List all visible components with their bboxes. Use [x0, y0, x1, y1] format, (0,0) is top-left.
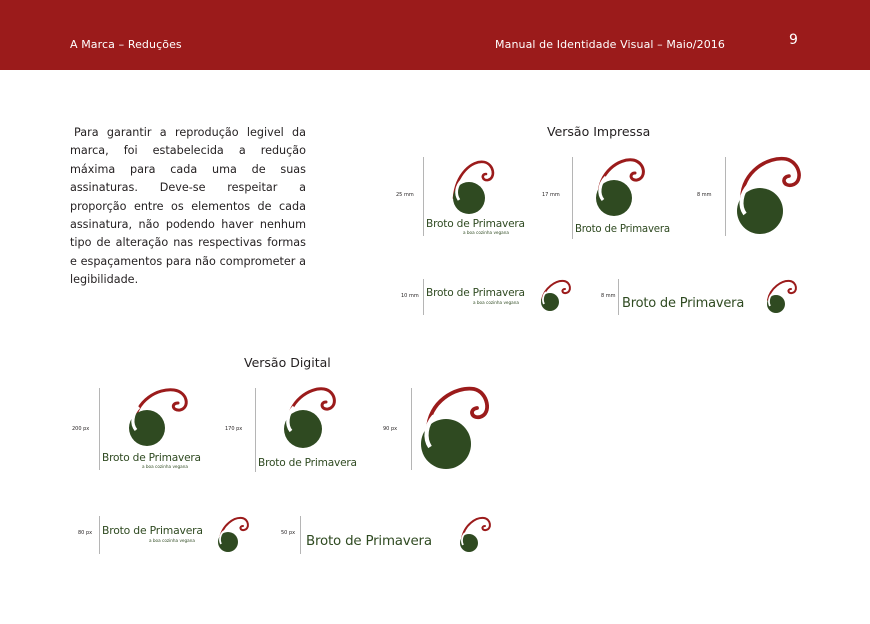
- size-guide: [411, 388, 412, 470]
- brand-tagline: a boa cozinha vegana: [142, 464, 188, 469]
- brand-mark-icon: [737, 156, 801, 234]
- brand-symbol: [728, 156, 808, 236]
- brand-tagline: a boa cozinha vegana: [149, 538, 195, 543]
- brand-mark-icon: [541, 279, 571, 311]
- size-guide: [423, 279, 424, 315]
- brand-name: Broto de Primavera: [426, 287, 525, 299]
- brand-symbol: [414, 386, 498, 472]
- brand-name: Broto de Primavera: [575, 224, 670, 235]
- size-label: 10 mm: [401, 293, 419, 299]
- size-guide: [423, 157, 424, 236]
- manual-title: Manual de Identidade Visual – Maio/2016: [495, 38, 725, 51]
- brand-logo-stacked: Broto de Primavera a boa cozinha vegana: [102, 386, 202, 472]
- brand-logo-stacked: Broto de Primavera a boa cozinha vegana: [426, 158, 526, 238]
- brand-mark-icon: [767, 279, 797, 313]
- size-guide: [725, 157, 726, 236]
- size-label: 50 px: [281, 530, 296, 536]
- brand-logo-horizontal: Broto de Primavera a boa cozinha vegana: [102, 515, 257, 555]
- brand-mark-icon: [460, 516, 491, 552]
- size-guide: [99, 516, 100, 554]
- digital-version-heading: Versão Digital: [244, 355, 331, 370]
- print-version-heading: Versão Impressa: [547, 124, 651, 139]
- brand-logo-stacked: Broto de Primavera: [575, 156, 675, 240]
- brand-name: Broto de Primavera: [102, 452, 201, 464]
- size-label: 8 mm: [601, 293, 616, 299]
- size-label: 8 mm: [697, 192, 712, 198]
- size-label: 25 mm: [396, 192, 414, 198]
- brand-name: Broto de Primavera: [306, 534, 432, 549]
- brand-tagline: a boa cozinha vegana: [463, 230, 509, 235]
- brand-logo-horizontal: Broto de Primavera: [621, 278, 801, 316]
- page-number: 9: [789, 32, 798, 48]
- brand-logo-stacked: Broto de Primavera: [258, 385, 358, 473]
- size-guide: [99, 388, 100, 470]
- brand-name: Broto de Primavera: [258, 457, 357, 469]
- intro-paragraph: Para garantir a reprodução legivel da ma…: [70, 126, 306, 287]
- brand-mark-icon: [218, 516, 249, 552]
- size-guide: [618, 279, 619, 315]
- size-label: 80 px: [78, 530, 93, 536]
- brand-mark-icon: [596, 158, 645, 216]
- size-guide: [572, 157, 573, 239]
- size-label: 200 px: [72, 426, 90, 432]
- brand-mark-icon: [452, 160, 495, 214]
- brand-name: Broto de Primavera: [102, 524, 203, 537]
- brand-logo-horizontal: Broto de Primavera a boa cozinha vegana: [426, 278, 576, 316]
- brand-name: Broto de Primavera: [622, 296, 745, 311]
- brand-mark-icon: [284, 387, 336, 448]
- brand-name: Broto de Primavera: [426, 218, 525, 230]
- size-label: 170 px: [225, 426, 243, 432]
- size-guide: [300, 516, 301, 554]
- page-header: A Marca – Reduções Manual de Identidade …: [0, 0, 870, 70]
- size-label: 17 mm: [542, 192, 560, 198]
- size-label: 90 px: [383, 426, 398, 432]
- brand-tagline: a boa cozinha vegana: [473, 300, 519, 305]
- size-guide: [255, 388, 256, 472]
- section-title: A Marca – Reduções: [70, 38, 182, 51]
- brand-logo-horizontal: Broto de Primavera: [303, 515, 498, 555]
- brand-mark-icon: [421, 386, 489, 469]
- brand-mark-icon: [129, 388, 188, 446]
